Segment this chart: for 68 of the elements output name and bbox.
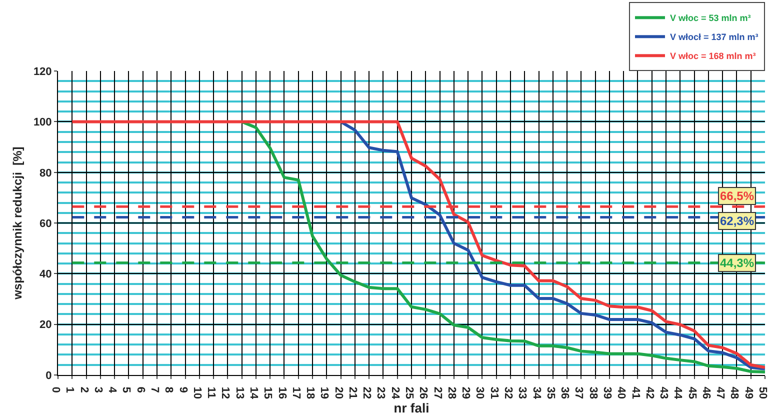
x-tick-label: 32 <box>502 386 514 399</box>
x-tick-label: 39 <box>600 386 613 399</box>
line-series <box>70 120 765 369</box>
x-tick-label: 24 <box>388 386 401 400</box>
x-tick-label: 41 <box>629 386 642 399</box>
x-tick-label: 23 <box>374 386 387 399</box>
x-tick-label: 5 <box>120 386 132 393</box>
legend-label: V włocł = 137 mln m³ <box>670 32 758 42</box>
x-tick-label: 42 <box>643 386 656 399</box>
x-tick-label: 45 <box>686 386 698 399</box>
x-tick-label: 46 <box>700 386 712 399</box>
legend-label: V włoc = 168 mln m³ <box>670 51 756 62</box>
y-tick-label: 120 <box>33 66 52 78</box>
x-tick-label: 4 <box>106 386 118 394</box>
x-tick-label: 43 <box>658 386 670 399</box>
x-tick-label: 20 <box>332 386 344 399</box>
y-tick-label: 60 <box>40 218 52 230</box>
x-tick-label: 48 <box>728 386 740 399</box>
x-tick-label: 36 <box>558 386 571 399</box>
x-tick-label: 49 <box>742 386 754 399</box>
x-tick-label: 1 <box>64 386 76 393</box>
ref-line-label: 66,5% <box>720 189 754 203</box>
ref-line-label: 44,3% <box>720 256 754 270</box>
x-tick-label: 28 <box>445 386 458 399</box>
x-tick-label: 30 <box>474 386 486 399</box>
x-tick-label: 18 <box>304 386 316 399</box>
line-series <box>339 120 765 370</box>
x-tick-label: 17 <box>290 386 302 399</box>
x-tick-label: 14 <box>247 386 260 400</box>
y-tick-label: 0 <box>46 370 52 382</box>
x-tick-label: 40 <box>615 386 628 399</box>
x-tick-label: 27 <box>431 386 444 399</box>
x-tick-label: 21 <box>346 386 358 399</box>
x-tick-label: 29 <box>460 386 472 399</box>
x-tick-label: 10 <box>190 386 203 399</box>
x-tick-label: 9 <box>176 386 189 393</box>
x-tick-label: 13 <box>233 386 246 399</box>
x-tick-label: 22 <box>360 386 373 399</box>
x-tick-label: 44 <box>672 386 684 400</box>
x-tick-label: 25 <box>403 386 415 399</box>
x-tick-label: 34 <box>530 386 542 400</box>
x-tick-label: 35 <box>544 386 556 399</box>
x-tick-label: 8 <box>162 386 175 393</box>
x-tick-label: 12 <box>219 386 232 399</box>
x-tick-label: 11 <box>205 386 218 398</box>
x-tick-label: 15 <box>262 386 274 399</box>
x-tick-label: 37 <box>572 386 585 399</box>
y-tick-label: 100 <box>33 116 52 129</box>
ref-line-label: 62,3% <box>720 214 754 228</box>
x-tick-label: 26 <box>417 386 430 399</box>
x-tick-label: 3 <box>92 386 104 393</box>
y-tick-label: 40 <box>40 268 52 281</box>
x-tick-label: 38 <box>586 386 599 399</box>
x-tick-label: 16 <box>276 386 288 399</box>
x-tick-label: 47 <box>714 386 726 399</box>
x-tick-label: 6 <box>134 386 146 393</box>
y-tick-label: 80 <box>40 167 52 180</box>
x-tick-label: 2 <box>78 386 90 393</box>
x-tick-label: 50 <box>756 386 768 399</box>
x-tick-label: 31 <box>488 386 500 399</box>
x-tick-label: 33 <box>516 386 528 399</box>
x-tick-label: 19 <box>318 386 330 399</box>
x-axis-title: nr fali <box>394 400 430 416</box>
x-tick-label: 7 <box>148 386 160 393</box>
y-tick-label: 20 <box>40 319 52 332</box>
y-axis-title: współczynnik redukcji [%] <box>10 146 25 300</box>
x-tick-label: 0 <box>50 386 62 393</box>
legend-label: V włoc = 53 mln m³ <box>670 13 751 24</box>
